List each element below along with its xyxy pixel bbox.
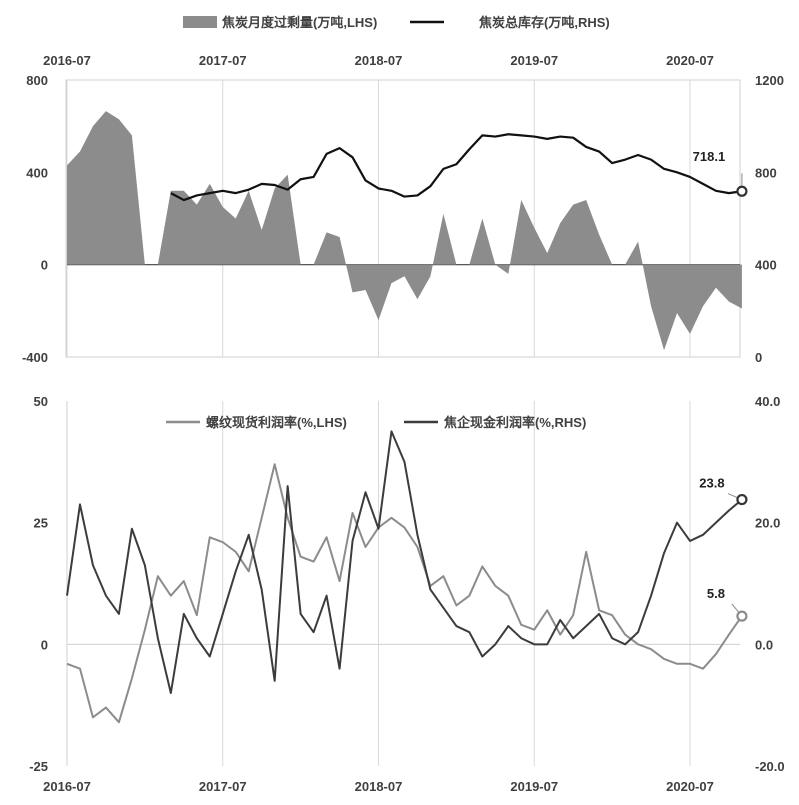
x-tick-label: 2016-07 bbox=[43, 53, 91, 68]
legend-label: 螺纹现货利润率(%,LHS) bbox=[206, 415, 347, 430]
y-right-tick-label: 800 bbox=[755, 165, 777, 180]
legend-swatch bbox=[183, 16, 217, 28]
y-right-tick-label: 400 bbox=[755, 258, 777, 273]
y-right-tick-label: -20.0 bbox=[755, 759, 785, 774]
annotation-marker bbox=[736, 493, 748, 506]
legend-label: 焦炭总库存(万吨,RHS) bbox=[478, 15, 610, 30]
y-right-tick-label: 0 bbox=[755, 350, 762, 365]
y-left-tick-label: 50 bbox=[34, 394, 48, 409]
plot-frame bbox=[65, 79, 741, 358]
y-right-tick-label: 1200 bbox=[755, 73, 784, 88]
series-line-1 bbox=[66, 430, 743, 694]
legend-label: 焦炭月度过剩量(万吨,LHS) bbox=[221, 15, 377, 30]
chart-2 bbox=[66, 401, 748, 766]
x-tick-label: 2017-07 bbox=[199, 779, 247, 794]
y-right-tick-label: 0.0 bbox=[755, 637, 773, 652]
y-left-tick-label: 0 bbox=[41, 258, 48, 273]
chart-1 bbox=[65, 16, 748, 358]
x-tick-label: 2017-07 bbox=[199, 53, 247, 68]
annotation-marker bbox=[736, 610, 748, 622]
x-tick-label: 2018-07 bbox=[355, 53, 403, 68]
annotation-marker bbox=[736, 185, 748, 197]
y-right-tick-label: 20.0 bbox=[755, 516, 780, 531]
series-line-1 bbox=[170, 133, 743, 202]
y-left-tick-label: 400 bbox=[26, 165, 48, 180]
y-left-tick-label: -400 bbox=[22, 350, 48, 365]
annotation-label: 718.1 bbox=[693, 149, 726, 164]
annotation-label: 23.8 bbox=[699, 476, 724, 491]
annotation-label: 5.8 bbox=[707, 586, 725, 601]
x-tick-label: 2019-07 bbox=[510, 53, 558, 68]
series-area-0 bbox=[67, 111, 742, 351]
x-tick-label: 2018-07 bbox=[355, 779, 403, 794]
y-right-tick-label: 40.0 bbox=[755, 394, 780, 409]
x-tick-label: 2016-07 bbox=[43, 779, 91, 794]
legend-label: 焦企现金利润率(%,RHS) bbox=[443, 415, 586, 430]
y-left-tick-label: -25 bbox=[29, 759, 48, 774]
x-tick-label: 2020-07 bbox=[666, 53, 714, 68]
series-line-0 bbox=[66, 463, 743, 724]
x-tick-label: 2019-07 bbox=[510, 779, 558, 794]
x-tick-label: 2020-07 bbox=[666, 779, 714, 794]
y-left-tick-label: 25 bbox=[34, 516, 48, 531]
y-left-tick-label: 0 bbox=[41, 637, 48, 652]
y-left-tick-label: 800 bbox=[26, 73, 48, 88]
